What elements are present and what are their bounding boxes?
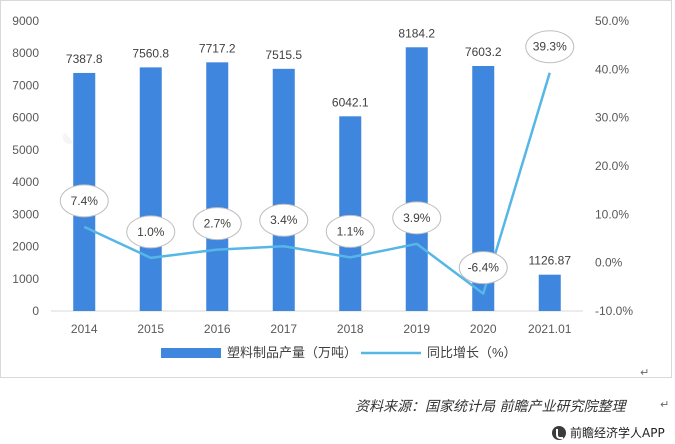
growth-value-label: 1.0% [137, 225, 165, 239]
paragraph-mark: ↵ [660, 399, 670, 411]
brand-logo-icon [552, 425, 566, 440]
brand-footer: 前瞻经济学人APP [552, 424, 665, 441]
x-tick-label: 2018 [337, 322, 364, 336]
growth-label-bubble [458, 251, 508, 285]
bar [339, 116, 362, 311]
y-right-tick-label: 40.0% [595, 62, 629, 76]
source-note: 资料来源：国家统计局 前瞻产业研究院整理 [355, 399, 626, 415]
y-right-tick-label: 20.0% [595, 159, 629, 173]
y-left-tick-label: 8000 [12, 46, 39, 60]
growth-value-label: 3.9% [403, 211, 431, 225]
growth-value-label: 39.3% [533, 40, 567, 54]
y-left-tick-label: 0 [32, 304, 39, 318]
bar [139, 67, 162, 311]
x-tick-label: 2015 [137, 322, 164, 336]
y-left-tick-label: 1000 [12, 272, 39, 286]
growth-value-label: 2.7% [204, 217, 232, 231]
axes: 0 1000 2000 3000 4000 5000 6000 7000 8000 9000 -10… [12, 14, 633, 336]
growth-label-bubble [192, 207, 242, 241]
bar [538, 274, 561, 311]
bar-value-label: 6042.1 [332, 95, 369, 109]
legend-bar-label: 塑料制品产量（万吨） [227, 345, 357, 360]
data-labels: 7387.8 7560.8 7717.2 7515.5 6042.1 8184.2 7603… [59, 26, 575, 285]
y-right-tick-label: 0.0% [595, 256, 623, 270]
bar-value-label: 7387.8 [66, 52, 103, 66]
growth-line [83, 72, 551, 295]
growth-label: 7.4% [59, 184, 109, 218]
y-right-tick-label: 10.0% [595, 207, 629, 221]
x-tick-label: 2014 [71, 322, 98, 336]
bar-value-label: 7717.2 [199, 41, 236, 55]
x-tick-label: 2017 [270, 322, 297, 336]
y-right-tick-label: -10.0% [595, 304, 633, 318]
growth-label-bubble [392, 201, 442, 235]
y-left-tick-label: 4000 [12, 175, 39, 189]
growth-value-label: 1.1% [337, 224, 365, 238]
x-tick-label: 2019 [403, 322, 430, 336]
chart-frame: 0 1000 2000 3000 4000 5000 6000 7000 8000 9000 -10… [0, 0, 672, 378]
y-right-tick-label: 50.0% [595, 14, 629, 28]
growth-label-bubble [59, 184, 109, 218]
bar [206, 62, 229, 311]
bar-value-label: 8184.2 [398, 26, 435, 40]
y-left-tick-label: 3000 [12, 207, 39, 221]
growth-value-label: 7.4% [71, 194, 99, 208]
growth-label-bubble [126, 215, 176, 249]
growth-value-label: 3.4% [270, 213, 298, 227]
y-left-tick-label: 7000 [12, 78, 39, 92]
bar-value-label: 7515.5 [265, 48, 302, 62]
y-left-tick-label: 9000 [12, 14, 39, 28]
legend-bar-swatch [161, 348, 221, 358]
brand-name: 前瞻经济学人APP [570, 426, 665, 440]
x-tick-label: 2016 [204, 322, 231, 336]
growth-line-path [83, 72, 551, 295]
chart-svg: 0 1000 2000 3000 4000 5000 6000 7000 8000 9000 -10… [12, 14, 633, 360]
growth-label: 3.9% [392, 201, 442, 235]
paragraph-mark: ↵ [640, 367, 650, 379]
growth-label: 1.1% [325, 214, 375, 248]
legend: 塑料制品产量（万吨） 同比增长（%） [161, 345, 517, 360]
y-left-tick-label: 6000 [12, 111, 39, 125]
growth-label: 39.3% [525, 30, 575, 64]
legend-line-label: 同比增长（%） [427, 345, 517, 360]
growth-label: 1.0% [126, 215, 176, 249]
bar [405, 47, 428, 311]
growth-label-bubble [325, 214, 375, 248]
growth-label-bubble [259, 203, 309, 237]
y-right-tick-label: 30.0% [595, 111, 629, 125]
bar-value-label: 1126.87 [529, 254, 572, 268]
x-tick-label: 2021.01 [528, 322, 572, 336]
growth-value-label: -6.4% [468, 261, 500, 275]
growth-label-bubble [525, 30, 575, 64]
x-tick-label: 2020 [470, 322, 497, 336]
growth-label: -6.4% [458, 251, 508, 285]
growth-label: 2.7% [192, 207, 242, 241]
bar [472, 66, 495, 312]
bars [73, 47, 561, 312]
bar-value-label: 7603.2 [465, 45, 502, 59]
bar-value-label: 7560.8 [132, 46, 169, 60]
bar [272, 68, 295, 311]
y-left-tick-label: 5000 [12, 143, 39, 157]
growth-label: 3.4% [259, 203, 309, 237]
y-left-tick-label: 2000 [12, 240, 39, 254]
